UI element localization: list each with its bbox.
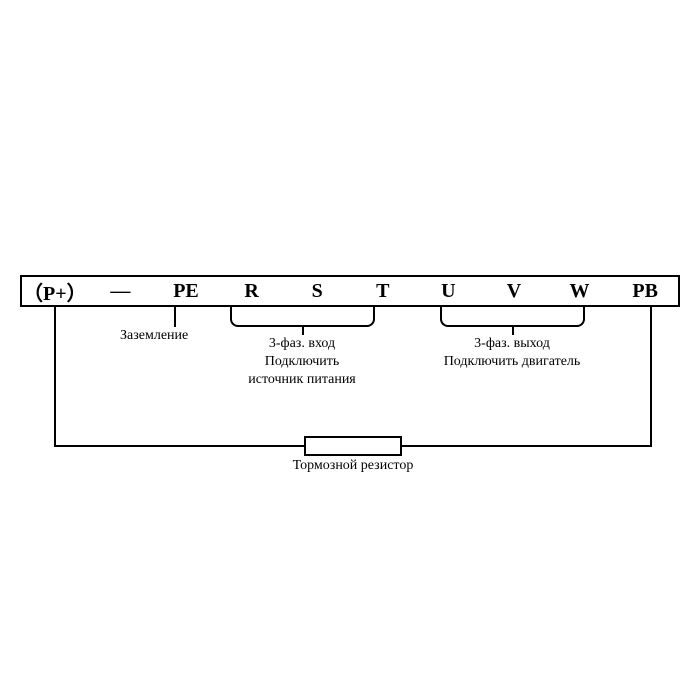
- terminal-pb: PB: [612, 280, 678, 303]
- output-bracket: [440, 307, 585, 325]
- terminal-v: V: [481, 280, 547, 303]
- resistor-symbol: [304, 436, 402, 456]
- input-label-line2: Подключить: [265, 354, 340, 369]
- terminal-t: T: [350, 280, 416, 303]
- resistor-wire-left-vertical: [54, 307, 56, 447]
- terminal-p-plus: （P+）: [22, 277, 88, 306]
- terminal-w: W: [547, 280, 613, 303]
- bracket-stem: [512, 327, 514, 335]
- output-label-line1: 3-фаз. выход: [474, 336, 550, 351]
- bracket-stem: [302, 327, 304, 335]
- ground-label: Заземление: [120, 328, 188, 344]
- terminal-s: S: [284, 280, 350, 303]
- bracket-tick: [583, 307, 585, 317]
- output-label-line2: Подключить двигатель: [444, 354, 581, 369]
- bracket-curve: [440, 317, 513, 327]
- bracket-tick: [373, 307, 375, 317]
- output-label: 3-фаз. выход Подключить двигатель: [432, 335, 592, 371]
- terminal-minus: —: [88, 280, 154, 303]
- ground-connector-line: [174, 307, 176, 327]
- terminal-pe: PE: [153, 280, 219, 303]
- bracket-curve: [230, 317, 303, 327]
- bracket-tick: [440, 307, 442, 317]
- input-label-line3: источник питания: [248, 372, 356, 387]
- terminal-u: U: [416, 280, 482, 303]
- resistor-wire-left-horizontal: [54, 445, 304, 447]
- resistor-label: Тормозной резистор: [280, 458, 426, 474]
- resistor-wire-right-horizontal: [402, 445, 652, 447]
- input-label-line1: 3-фаз. вход: [269, 336, 335, 351]
- input-bracket: [230, 307, 375, 325]
- input-label: 3-фаз. вход Подключить источник питания: [222, 335, 382, 390]
- terminal-r: R: [219, 280, 285, 303]
- bracket-curve: [303, 317, 376, 327]
- terminal-strip: （P+） — PE R S T U V W PB: [20, 275, 680, 307]
- bracket-curve: [513, 317, 586, 327]
- bracket-tick: [230, 307, 232, 317]
- resistor-wire-right-vertical: [650, 307, 652, 447]
